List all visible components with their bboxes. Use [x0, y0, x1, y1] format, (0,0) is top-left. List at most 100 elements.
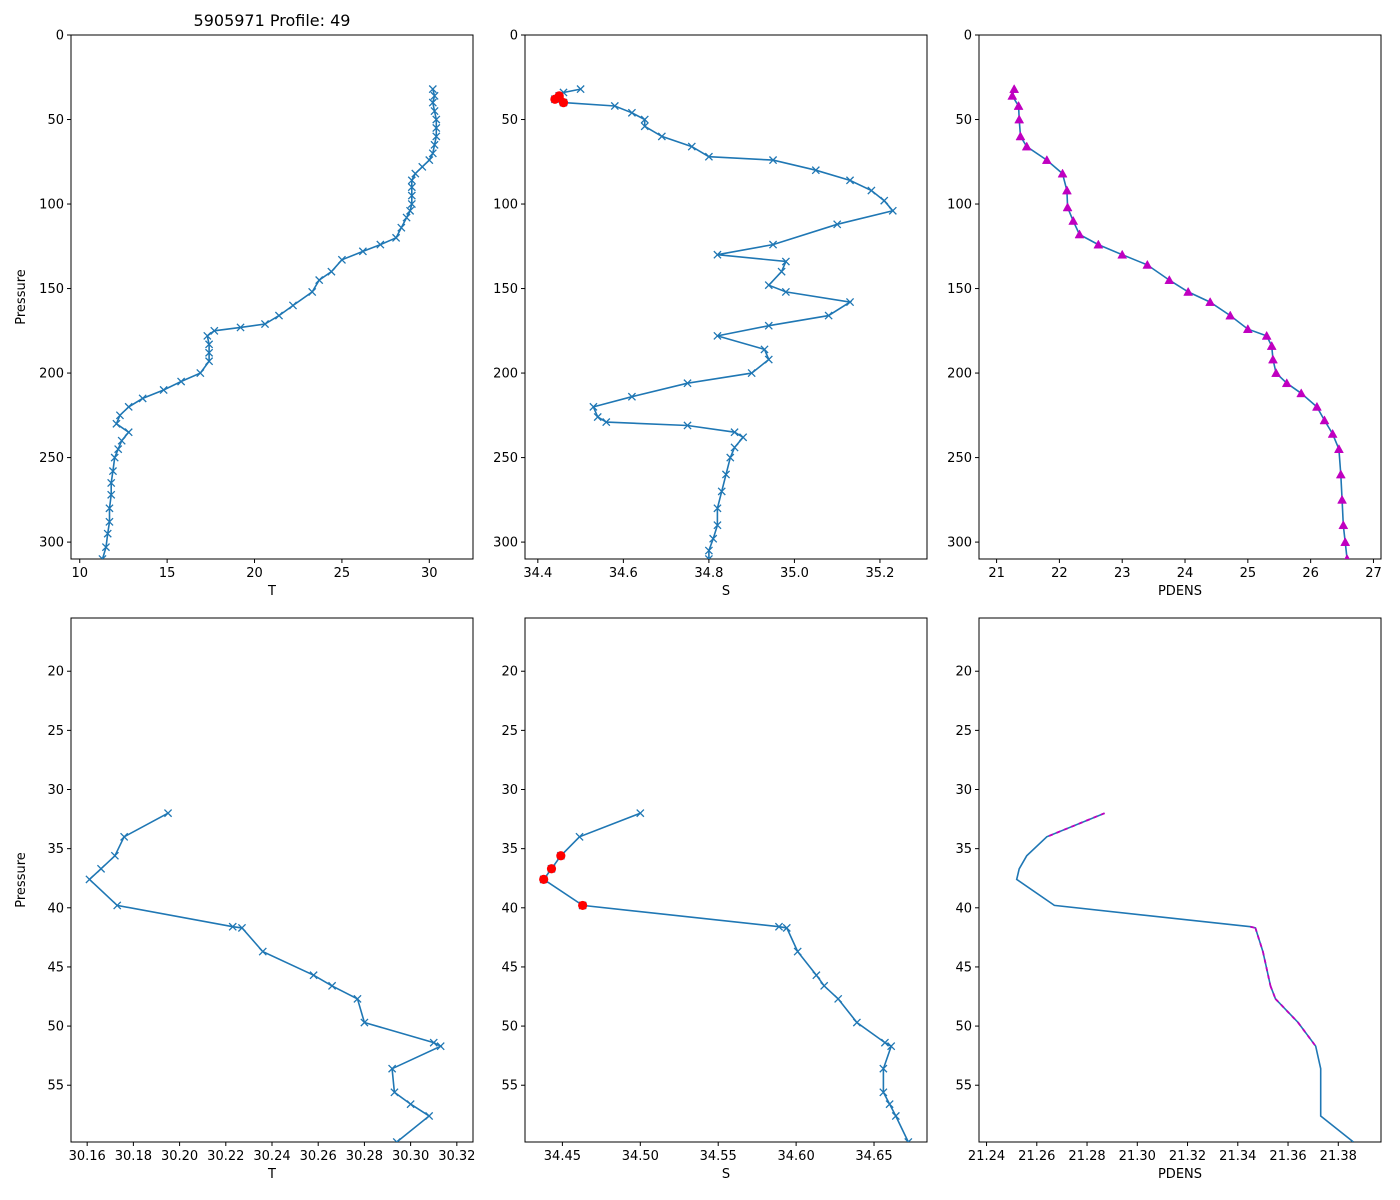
x-tick-label: 27 — [1365, 566, 1382, 581]
data-point-x-marker — [308, 287, 317, 296]
x-tick-label: 30.26 — [300, 1149, 337, 1164]
data-point-x-marker — [163, 809, 173, 818]
data-point-x-marker — [760, 345, 769, 354]
x-tick-label: 15 — [159, 566, 176, 581]
data-point-x-marker — [107, 490, 116, 499]
x-tick-label: 34.4 — [523, 566, 552, 581]
data-point-x-marker — [640, 115, 649, 124]
data-point-x-marker — [210, 326, 219, 335]
data-layer — [85, 809, 445, 1142]
data-point-x-marker — [360, 1018, 369, 1027]
data-point-x-marker — [392, 1137, 401, 1142]
flagged-point — [539, 874, 549, 885]
flagged-point — [546, 864, 557, 874]
y-tick-label: 45 — [501, 960, 518, 975]
data-point-x-marker — [402, 213, 411, 222]
y-tick-label: 45 — [955, 960, 972, 975]
data-point-x-marker — [768, 156, 778, 165]
y-tick-label: 100 — [493, 198, 518, 213]
data-point-x-marker — [418, 162, 427, 171]
data-point-x-marker — [124, 428, 133, 437]
x-tick-label: 30.30 — [392, 1149, 429, 1164]
data-point-x-marker — [432, 123, 441, 133]
data-point-x-marker — [353, 994, 362, 1003]
data-point-x-marker — [428, 149, 437, 158]
data-point-x-marker — [196, 369, 205, 378]
data-point-x-marker — [203, 331, 212, 340]
data-point-triangle-marker — [1142, 259, 1153, 269]
data-point-x-marker — [108, 467, 118, 476]
x-tick-label: 35.2 — [865, 566, 894, 581]
x-tick-label: 30.32 — [438, 1149, 475, 1164]
y-tick-label: 20 — [955, 665, 972, 680]
data-point-x-marker — [117, 436, 126, 445]
x-tick-label: 34.55 — [700, 1149, 737, 1164]
density-overlay-segment — [1250, 925, 1256, 929]
data-point-x-marker — [627, 108, 636, 117]
x-tick-label: 25 — [1240, 566, 1257, 581]
data-point-x-marker — [407, 199, 416, 209]
data-point-x-marker — [430, 91, 439, 100]
x-tick-label: 21.28 — [1068, 1149, 1105, 1164]
y-tick-label: 50 — [47, 1020, 64, 1035]
y-tick-label: 200 — [39, 367, 64, 382]
data-point-x-marker — [124, 402, 133, 411]
y-tick-label: 250 — [39, 451, 64, 466]
data-point-x-marker — [406, 206, 415, 215]
data-layer — [98, 85, 441, 559]
data-point-x-marker — [880, 196, 889, 205]
y-tick-label: 30 — [955, 783, 972, 798]
data-point-x-marker — [407, 176, 416, 185]
x-tick-label: 23 — [1114, 566, 1131, 581]
data-point-x-marker — [834, 994, 843, 1003]
data-point-x-marker — [425, 156, 434, 165]
x-tick-label: 30.16 — [69, 1149, 106, 1164]
x-tick-label: 21 — [988, 566, 1005, 581]
data-point-x-marker — [107, 478, 116, 487]
data-point-x-marker — [85, 875, 94, 884]
data-point-triangle-marker — [1117, 249, 1128, 259]
data-point-x-marker — [110, 453, 119, 462]
y-tick-label: 20 — [501, 665, 518, 680]
x-tick-label: 21.32 — [1169, 1149, 1206, 1164]
data-point-x-marker — [115, 411, 124, 420]
flagged-point — [578, 900, 588, 911]
data-point-triangle-marker — [1057, 168, 1068, 178]
data-point-triangle-marker — [1271, 368, 1282, 377]
data-point-triangle-marker — [1014, 114, 1025, 124]
data-point-x-marker — [721, 470, 731, 479]
data-point-x-marker — [101, 543, 111, 552]
plot-frame — [978, 617, 1382, 1143]
y-tick-label: 50 — [955, 1020, 972, 1035]
x-tick-label: 24 — [1177, 566, 1194, 581]
x-axis-label: T — [267, 584, 276, 599]
density-overlay-segment — [1297, 1021, 1317, 1047]
data-point-x-marker — [782, 923, 791, 932]
data-point-x-marker — [904, 1137, 913, 1142]
x-tick-label: 30.24 — [253, 1149, 290, 1164]
plot-frame — [70, 34, 474, 560]
data-point-x-marker — [430, 107, 439, 116]
data-point-x-marker — [576, 85, 585, 94]
data-point-x-marker — [713, 504, 722, 513]
x-axis-label: PDENS — [1158, 584, 1202, 599]
data-point-x-marker — [879, 1064, 888, 1073]
data-point-x-marker — [237, 923, 247, 932]
density-overlay-segment — [1262, 951, 1272, 987]
data-point-x-marker — [687, 142, 696, 151]
x-axis-label: S — [722, 584, 730, 599]
data-point-x-marker — [258, 947, 267, 956]
data-point-x-marker — [593, 412, 602, 422]
data-point-x-marker — [713, 250, 722, 259]
data-point-triangle-marker — [1009, 84, 1020, 93]
data-point-triangle-marker — [1013, 100, 1024, 110]
x-tick-label: 25 — [334, 566, 351, 581]
series-line — [1015, 812, 1354, 1142]
data-point-x-marker — [726, 453, 735, 462]
data-point-triangle-marker — [1015, 131, 1026, 141]
data-point-triangle-marker — [1340, 537, 1351, 546]
data-point-x-marker — [429, 1038, 438, 1047]
subplot-pdens-full: 21 22 23 24 25 26 27 0 50 100 150 200 250 300 PDENS — [947, 29, 1382, 600]
data-point-triangle-marker — [1327, 428, 1338, 438]
y-tick-label: 50 — [501, 113, 518, 128]
